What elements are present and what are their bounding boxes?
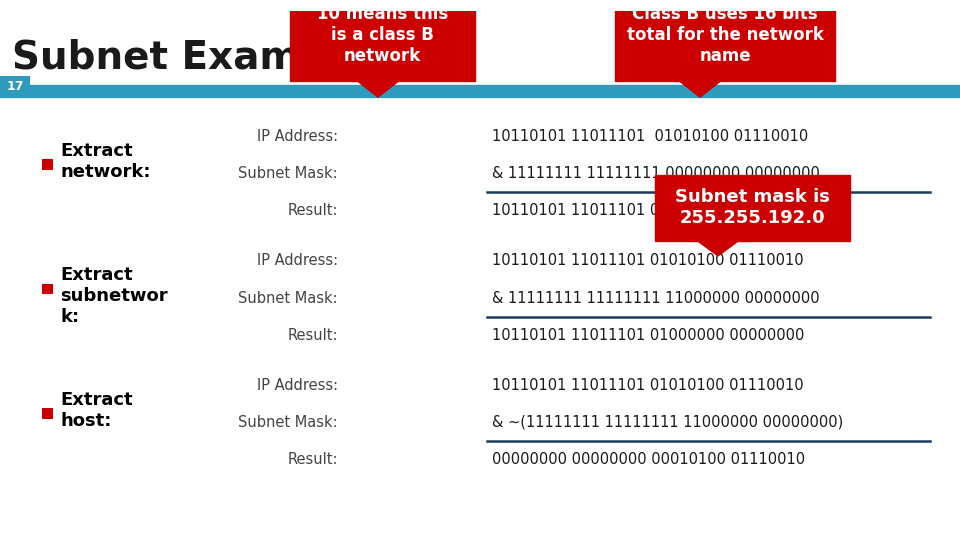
Text: IP Address:: IP Address: bbox=[257, 129, 338, 144]
Text: 10110101 11011101 01010100 01110010: 10110101 11011101 01010100 01110010 bbox=[492, 253, 804, 268]
FancyBboxPatch shape bbox=[42, 408, 53, 418]
Text: Extract
host:: Extract host: bbox=[60, 391, 132, 430]
FancyBboxPatch shape bbox=[615, 0, 835, 82]
Text: Subnet Mask:: Subnet Mask: bbox=[238, 166, 338, 181]
Text: 10110101 11011101  01010100 01110010: 10110101 11011101 01010100 01110010 bbox=[492, 129, 808, 144]
FancyBboxPatch shape bbox=[290, 0, 475, 82]
Text: Subnet mask is
255.255.192.0: Subnet mask is 255.255.192.0 bbox=[675, 188, 830, 227]
FancyBboxPatch shape bbox=[0, 76, 30, 97]
Text: Result:: Result: bbox=[287, 452, 338, 467]
Text: Result:: Result: bbox=[287, 328, 338, 343]
Polygon shape bbox=[680, 82, 720, 97]
Text: 17: 17 bbox=[7, 80, 24, 93]
Text: IP Address:: IP Address: bbox=[257, 377, 338, 393]
Text: 00000000 00000000 00010100 01110010: 00000000 00000000 00010100 01110010 bbox=[492, 452, 805, 467]
Text: Result:: Result: bbox=[287, 203, 338, 218]
Text: Class B uses 16 bits
total for the network
name: Class B uses 16 bits total for the netwo… bbox=[627, 5, 824, 65]
Text: Subnet Mask:: Subnet Mask: bbox=[238, 291, 338, 306]
Text: 10110101 11011101 00000000 00000000: 10110101 11011101 00000000 00000000 bbox=[492, 203, 804, 218]
Text: 10 means this
is a class B
network: 10 means this is a class B network bbox=[317, 5, 448, 65]
Text: & ~(11111111 11111111 11000000 00000000): & ~(11111111 11111111 11000000 00000000) bbox=[492, 415, 843, 430]
Bar bbox=[0, 85, 960, 97]
FancyBboxPatch shape bbox=[655, 174, 850, 241]
FancyBboxPatch shape bbox=[42, 159, 53, 170]
Text: 10110101 11011101 01010100 01110010: 10110101 11011101 01010100 01110010 bbox=[492, 377, 804, 393]
Text: & 11111111 11111111 00000000 00000000: & 11111111 11111111 00000000 00000000 bbox=[492, 166, 820, 181]
Text: & 11111111 11111111 11000000 00000000: & 11111111 11111111 11000000 00000000 bbox=[492, 291, 820, 306]
Polygon shape bbox=[698, 241, 738, 256]
Text: 10110101 11011101 01000000 00000000: 10110101 11011101 01000000 00000000 bbox=[492, 328, 804, 343]
Text: Extract
subnetwor
k:: Extract subnetwor k: bbox=[60, 266, 168, 326]
Text: IP Address:: IP Address: bbox=[257, 253, 338, 268]
Polygon shape bbox=[358, 82, 398, 97]
FancyBboxPatch shape bbox=[42, 284, 53, 294]
Text: Subnet Mask:: Subnet Mask: bbox=[238, 415, 338, 430]
Text: Extract
network:: Extract network: bbox=[60, 142, 151, 181]
Text: Subnet Example: Subnet Example bbox=[12, 39, 368, 77]
